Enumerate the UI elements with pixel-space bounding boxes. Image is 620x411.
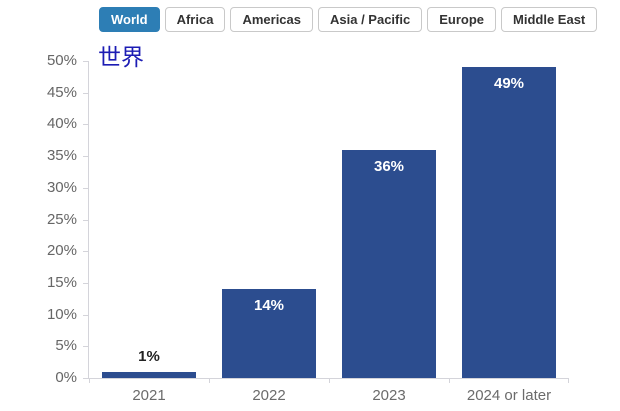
region-tab-bar: World Africa Americas Asia / Pacific Eur…: [99, 7, 598, 32]
y-axis-tick: [83, 282, 89, 284]
plot-area: 0% 5% 10% 15% 20% 25% 30% 35% 40% 45% 50% 1% 2021 14%…: [47, 53, 569, 404]
bar-2021: [102, 371, 196, 378]
y-axis-tick: [83, 187, 89, 189]
x-axis-category-label: 2023: [372, 387, 406, 404]
y-axis-tick: [83, 251, 89, 253]
tab-asia-pacific[interactable]: Asia / Pacific: [318, 7, 423, 32]
y-axis-tick-label: 10%: [46, 305, 77, 323]
y-axis-tick-label: 50%: [46, 52, 77, 69]
bar-2024-or-later: [462, 67, 556, 378]
chart-region-title: 世界: [98, 44, 144, 70]
y-axis-tick: [83, 378, 89, 379]
bar-value-label: 1%: [138, 347, 160, 365]
bar-2022: [222, 289, 316, 378]
x-axis-tick: [329, 378, 330, 383]
x-axis-category-label: 2021: [132, 387, 166, 404]
y-axis-tick-label: 45%: [46, 83, 77, 101]
bar-2023: [342, 149, 436, 378]
bar-value-label: 49%: [493, 75, 525, 93]
x-axis-tick: [568, 378, 569, 383]
x-axis-category-label: 2022: [252, 387, 286, 404]
y-axis-tick: [83, 314, 89, 316]
y-axis-tick: [83, 61, 89, 62]
y-axis-tick-label: 15%: [46, 273, 77, 291]
tab-americas[interactable]: Americas: [230, 7, 313, 32]
tab-africa[interactable]: Africa: [164, 7, 226, 32]
bar-value-label: 14%: [253, 297, 285, 315]
y-axis-tick: [83, 219, 89, 221]
y-axis-tick-label: 20%: [46, 242, 77, 260]
x-axis-tick: [209, 378, 210, 383]
y-axis-tick: [83, 346, 89, 348]
y-axis-tick-label: 25%: [46, 210, 77, 228]
tab-world[interactable]: World: [99, 7, 160, 32]
y-axis-tick-label: 30%: [46, 178, 77, 196]
y-axis-tick-label: 0%: [55, 369, 77, 386]
y-axis-tick-label: 5%: [55, 337, 77, 355]
x-axis-category-label: 2024 or later: [466, 387, 552, 404]
y-axis-tick-label: 40%: [46, 115, 77, 133]
y-axis-tick: [83, 156, 89, 158]
y-axis-tick: [83, 92, 89, 94]
x-axis-tick: [449, 378, 450, 383]
tab-middle-east[interactable]: Middle East: [501, 7, 598, 32]
tab-europe[interactable]: Europe: [427, 7, 497, 32]
x-axis-tick: [89, 378, 90, 383]
bar-value-label: 36%: [373, 157, 405, 175]
y-axis-tick-label: 35%: [46, 147, 77, 165]
y-axis-tick: [83, 124, 89, 126]
